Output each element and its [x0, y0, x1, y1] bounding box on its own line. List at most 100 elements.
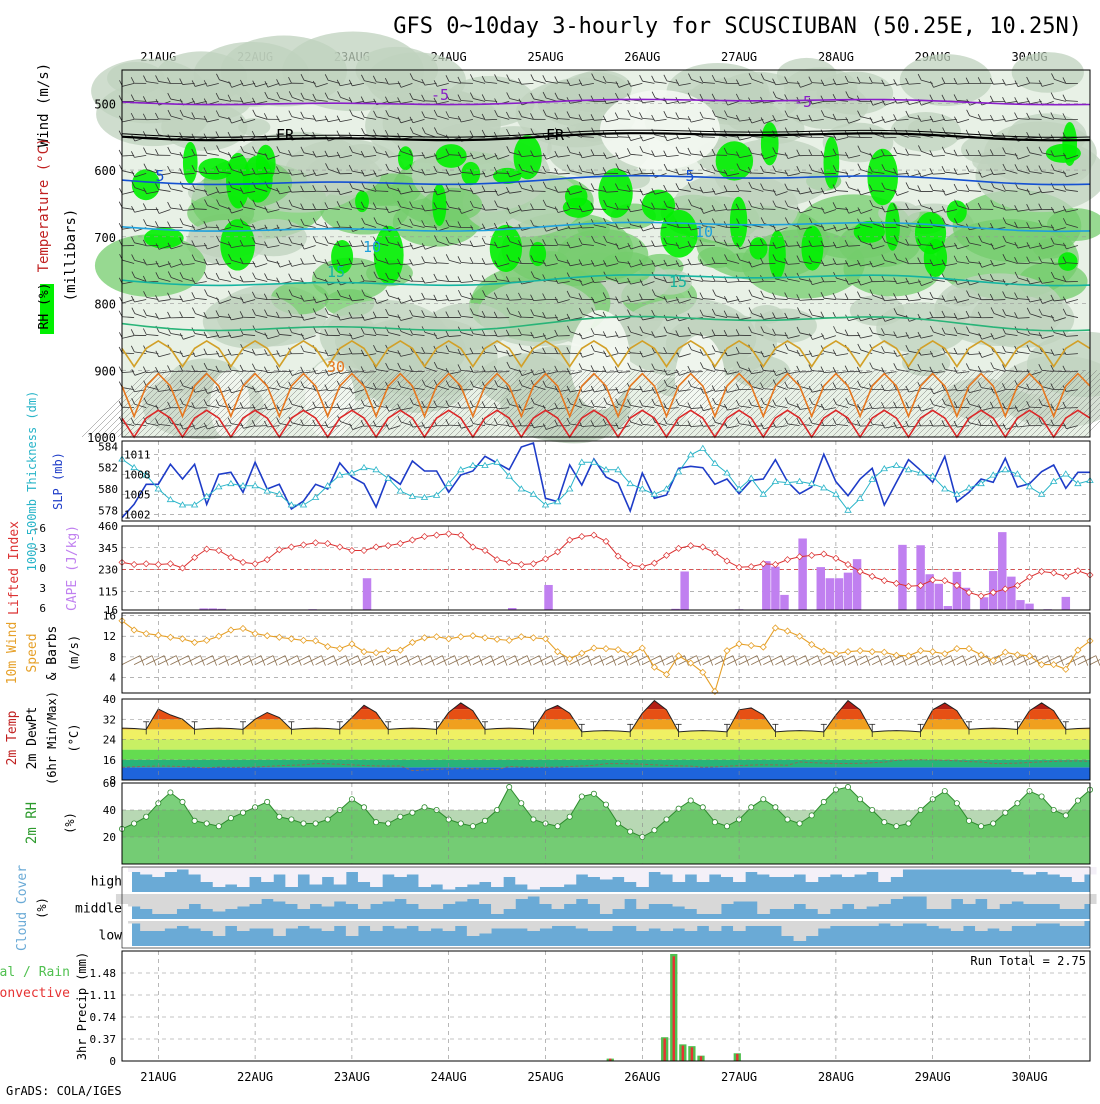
lifted-index-marker	[639, 564, 645, 570]
cape-bar	[935, 584, 943, 610]
cloud-clear-high	[987, 867, 1000, 870]
cloud-clear-high	[455, 867, 468, 887]
wind-side-label: Wind (m/s)	[36, 63, 52, 147]
thickness-tick: 578	[98, 504, 118, 517]
lifted-index-marker	[579, 534, 585, 540]
lifted-index-marker	[349, 548, 355, 554]
cloud-clear-middle	[406, 894, 419, 904]
cloud-clear-high	[382, 867, 395, 875]
thickness-marker	[748, 475, 754, 480]
lifted-index-marker	[530, 561, 536, 567]
rh2m-marker	[325, 817, 330, 822]
rh2m-marker	[144, 814, 149, 819]
contour-label: FR	[276, 126, 295, 144]
rh2m-marker	[132, 821, 137, 826]
cloud-clear-high	[745, 867, 758, 872]
wind-barb	[872, 83, 884, 84]
cape-tick: 230	[98, 564, 118, 577]
pressure-tick: 500	[94, 97, 116, 111]
cloud-clear-middle	[249, 894, 262, 904]
cloud-clear-high	[1023, 867, 1036, 875]
cloud-clear-high	[830, 867, 843, 875]
cloud-clear-high	[600, 867, 613, 880]
rh2m-marker	[785, 817, 790, 822]
top-date-label: 25AUG	[527, 50, 563, 64]
thickness-marker	[1002, 467, 1008, 472]
wind-speed-marker	[736, 641, 742, 647]
cloud-clear-high	[527, 867, 540, 890]
wind-barb	[1054, 371, 1066, 372]
cloud-clear-low	[1048, 921, 1061, 924]
lifted-index-marker	[748, 564, 754, 570]
cloud-clear-high	[297, 867, 310, 875]
wind-speed-marker	[966, 646, 972, 652]
cloud-clear-high	[152, 867, 165, 877]
wind-speed-marker	[192, 639, 198, 645]
cloud-clear-low	[721, 921, 734, 926]
cloud-clear-low	[1023, 921, 1036, 926]
lifted-index-marker	[772, 562, 778, 568]
cloud-clear-middle	[818, 894, 831, 914]
precip-convective-bar	[700, 1056, 702, 1061]
slp-tick: 1011	[124, 448, 151, 461]
cloud-clear-middle	[564, 894, 577, 904]
cape-label: CAPE (J/kg)	[65, 525, 80, 611]
rh2m-marker	[301, 821, 306, 826]
wind-barb	[993, 300, 1005, 301]
precip-tick: 0.37	[90, 1033, 117, 1046]
rh-high-region	[490, 225, 522, 272]
cloud-clear-high	[346, 867, 359, 872]
wind-speed-marker	[518, 634, 524, 640]
rh-high-region	[220, 219, 255, 270]
contour-label: -5	[794, 93, 812, 111]
cloud-clear-low	[225, 921, 238, 926]
cloud-label: Cloud Cover	[15, 865, 30, 951]
cloud-clear-middle	[588, 894, 601, 904]
lifted-tick: -3	[33, 542, 46, 555]
cloud-clear-low	[794, 921, 807, 941]
cloud-clear-high	[842, 867, 855, 877]
bottom-date-label: 27AUG	[721, 1070, 757, 1084]
wind-speed-marker	[603, 646, 609, 652]
rh2m-marker	[991, 821, 996, 826]
contour-label: 30	[327, 358, 345, 376]
lifted-index-marker	[252, 561, 258, 567]
cloud-clear-middle	[745, 894, 758, 902]
cape-bar	[544, 585, 552, 610]
thickness-marker	[361, 465, 367, 470]
cloud-clear-middle	[866, 894, 879, 907]
cape-bar	[680, 571, 688, 610]
dewpt-label: 2m DewPt	[25, 707, 40, 770]
cloud-clear-high	[334, 867, 347, 885]
wind-speed-marker	[627, 651, 633, 657]
cloud-clear-low	[564, 921, 577, 926]
wind-speed-marker	[167, 634, 173, 640]
cloud-clear-low	[733, 921, 746, 931]
cloud-clear-low	[866, 921, 879, 926]
cloud-clear-low	[915, 921, 928, 924]
cloud-clear-low	[503, 921, 516, 929]
wind-speed-marker	[337, 646, 343, 652]
cloud-clear-low	[1072, 921, 1085, 926]
wind-barb	[836, 299, 848, 300]
rh2m-marker	[628, 829, 633, 834]
wind-speed-marker	[204, 637, 210, 643]
cloud-clear-low	[902, 921, 915, 924]
lifted-index-marker	[446, 531, 452, 537]
wind-tick: 8	[109, 651, 116, 664]
lifted-index-marker	[1051, 570, 1057, 576]
wind-speed-marker	[494, 636, 500, 642]
cloud-clear-low	[806, 921, 819, 936]
rh2m-marker	[216, 824, 221, 829]
wind-speed-marker	[591, 645, 597, 651]
slp-frame	[122, 441, 1090, 521]
wind-speed-marker	[434, 634, 440, 640]
rh2m-marker	[1015, 801, 1020, 806]
rh-high-region	[183, 142, 198, 184]
thickness-marker	[700, 445, 706, 450]
precip-convective-bar	[682, 1046, 684, 1061]
cloud-clear-middle	[854, 894, 867, 909]
cloud-clear-high	[418, 867, 431, 887]
cloud-clear-low	[927, 921, 940, 926]
